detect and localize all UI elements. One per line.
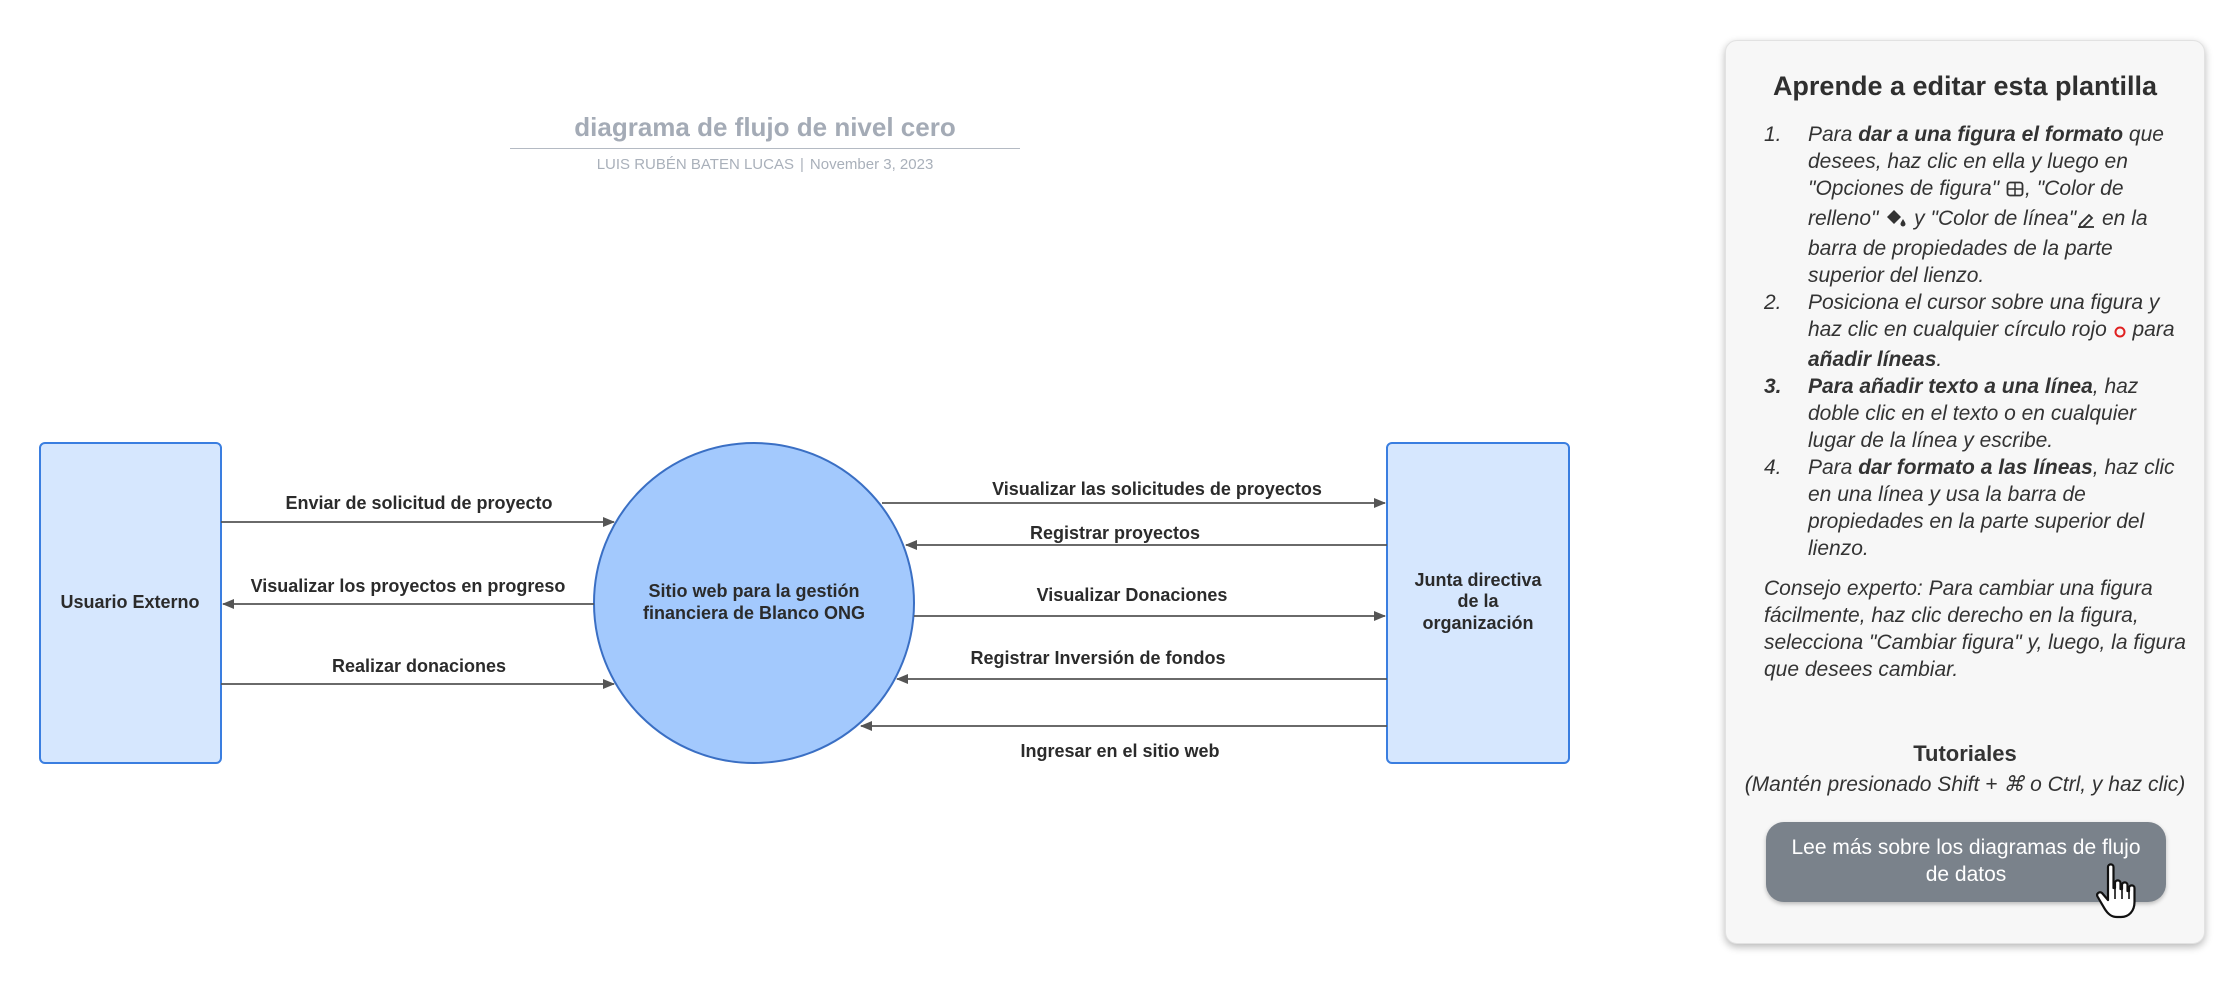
step-text: , "Color de relleno" xyxy=(1808,177,2124,230)
step-text: , haz doble clic en el texto o en cualqu… xyxy=(1808,375,2139,452)
fill-color-icon xyxy=(1884,208,1908,235)
step-number: 3. xyxy=(1764,375,1782,398)
external-user-entity[interactable] xyxy=(39,442,222,764)
flow-view-progress-label[interactable]: Visualizar los proyectos en progreso xyxy=(251,576,566,596)
step-text: y "Color de línea" xyxy=(1908,207,2077,230)
tutorials-title: Tutoriales xyxy=(1913,741,2017,766)
website-process[interactable] xyxy=(593,442,915,764)
step-text: Para xyxy=(1808,123,1859,146)
board-label-line1: Junta directiva xyxy=(1414,570,1542,590)
step-text: en la barra de propiedades de la parte s… xyxy=(1808,207,2148,287)
tutorials-hint: (Mantén presionado Shift + ⌘ o Ctrl, y h… xyxy=(1744,773,2186,796)
step-text: , haz clic en una línea y usa la barra d… xyxy=(1808,456,2175,560)
step-text: para xyxy=(2126,318,2175,341)
hand-pointer-icon xyxy=(2094,861,2146,928)
meta-separator: | xyxy=(799,156,804,173)
line-color-icon xyxy=(2076,208,2096,235)
step-text: Posiciona el cursor sobre una figura y h… xyxy=(1808,291,2160,341)
step-emphasis: dar formato a las líneas xyxy=(1858,456,2093,479)
author-name: LUIS RUBÉN BATEN LUCAS xyxy=(596,156,794,173)
panel-title: Aprende a editar esta plantilla xyxy=(1772,71,2158,101)
read-more-button[interactable]: Lee más sobre los diagramas de flujo de … xyxy=(1766,822,2166,902)
expert-tip: Consejo experto: Para cambiar una figura… xyxy=(1764,577,2186,681)
instruction-step-2: 2. Posiciona el cursor sobre una figura … xyxy=(1764,289,2188,373)
flow-view-requests-label[interactable]: Visualizar las solicitudes de proyectos xyxy=(992,479,1322,499)
board-label-line2: de la xyxy=(1457,591,1499,611)
flow-make-donations-label[interactable]: Realizar donaciones xyxy=(332,656,506,676)
step-emphasis: añadir líneas xyxy=(1808,348,1937,371)
website-process-label-line2: financiera de Blanco ONG xyxy=(643,603,865,623)
step-number: 2. xyxy=(1764,291,1782,314)
website-process-label-line1: Sitio web para la gestión xyxy=(648,581,859,601)
board-label-line3: organización xyxy=(1422,613,1533,633)
learn-template-panel: Aprende a editar esta plantilla 1. Para … xyxy=(1725,40,2205,944)
flow-register-investment-label[interactable]: Registrar Inversión de fondos xyxy=(970,648,1225,668)
step-text: Para xyxy=(1808,456,1859,479)
flow-register-projects-label[interactable]: Registrar proyectos xyxy=(1030,523,1200,543)
document-meta: LUIS RUBÉN BATEN LUCAS | November 3, 2023 xyxy=(510,156,1020,173)
document-date: November 3, 2023 xyxy=(809,156,934,173)
flow-login-site-label[interactable]: Ingresar en el sitio web xyxy=(1020,741,1219,761)
title-divider xyxy=(510,148,1020,149)
instruction-step-4: 4. Para dar formato a las líneas, haz cl… xyxy=(1764,454,2188,562)
external-user-label: Usuario Externo xyxy=(60,592,199,612)
step-emphasis: dar a una figura el formato xyxy=(1858,123,2124,146)
board-entity[interactable] xyxy=(1386,442,1570,764)
diagram-title[interactable]: diagrama de flujo de nivel cero xyxy=(574,112,956,142)
step-number: 4. xyxy=(1764,456,1782,479)
flow-send-request-label[interactable]: Enviar de solicitud de proyecto xyxy=(285,493,552,513)
step-number: 1. xyxy=(1764,123,1782,146)
instruction-step-1: 1. Para dar a una figura el formato que … xyxy=(1764,121,2188,289)
shape-options-icon xyxy=(2005,178,2025,205)
step-emphasis: Para añadir texto a una línea xyxy=(1808,375,2093,398)
step-text: . xyxy=(1936,348,1943,371)
flow-view-donations-label[interactable]: Visualizar Donaciones xyxy=(1037,585,1228,605)
step-text: que desees, haz clic en ella y luego en … xyxy=(1808,123,2164,200)
data-flow-diagram: Usuario Externo Sitio web para la gestió… xyxy=(39,442,1570,764)
red-circle-icon xyxy=(2113,319,2127,346)
instruction-step-3: 3. Para añadir texto a una línea, haz do… xyxy=(1764,373,2188,454)
instruction-steps: 1. Para dar a una figura el formato que … xyxy=(1764,121,2188,562)
